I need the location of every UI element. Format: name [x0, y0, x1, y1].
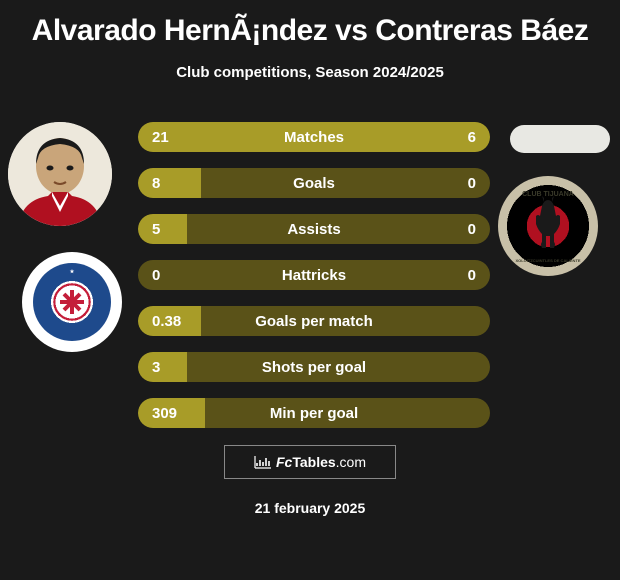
logo-fc: Fc — [276, 454, 292, 470]
stat-row: 50Assists — [138, 214, 490, 244]
subtitle: Club competitions, Season 2024/2025 — [0, 64, 620, 81]
source-logo: FcTables.com — [224, 445, 396, 479]
player-right-club-badge: CLUB TIJUANA CLUB TIJUANA XOLOITZCUINTLE… — [498, 176, 598, 276]
footer-date: 21 february 2025 — [0, 500, 620, 516]
player-right-avatar — [510, 125, 610, 153]
stat-label: Goals — [138, 175, 490, 192]
logo-com: .com — [336, 454, 366, 470]
chart-icon — [254, 455, 272, 469]
stat-row: 3Shots per goal — [138, 352, 490, 382]
stat-label: Assists — [138, 221, 490, 238]
stat-label: Min per goal — [138, 405, 490, 422]
svg-text:CLUB TIJUANA: CLUB TIJUANA — [498, 176, 535, 178]
svg-text:★: ★ — [70, 269, 75, 275]
logo-tables: Tables — [292, 454, 335, 470]
avatar-placeholder-icon — [8, 122, 112, 226]
stat-row: 0.38Goals per match — [138, 306, 490, 336]
stat-label: Hattricks — [138, 267, 490, 284]
stats-container: 216Matches 80Goals 50Assists 00Hattricks 0.3… — [138, 122, 490, 444]
stat-label: Shots per goal — [138, 359, 490, 376]
stat-row: 216Matches — [138, 122, 490, 152]
logo-text: FcTables.com — [276, 454, 366, 470]
stat-row: 80Goals — [138, 168, 490, 198]
stat-row: 309Min per goal — [138, 398, 490, 428]
club-badge-icon: CLUB TIJUANA CLUB TIJUANA XOLOITZCUINTLE… — [498, 176, 598, 276]
svg-text:CLUB TIJUANA: CLUB TIJUANA — [522, 191, 574, 198]
svg-text:XOLOITZCUINTLES DE CALIENTE: XOLOITZCUINTLES DE CALIENTE — [515, 258, 580, 263]
club-badge-icon: ★ — [33, 263, 111, 341]
stat-row: 00Hattricks — [138, 260, 490, 290]
player-left-avatar — [8, 122, 112, 226]
page-title: Alvarado HernÃ¡ndez vs Contreras Báez — [0, 0, 620, 48]
player-left-club-badge: ★ — [22, 252, 122, 352]
stat-label: Matches — [138, 129, 490, 146]
stat-label: Goals per match — [138, 313, 490, 330]
